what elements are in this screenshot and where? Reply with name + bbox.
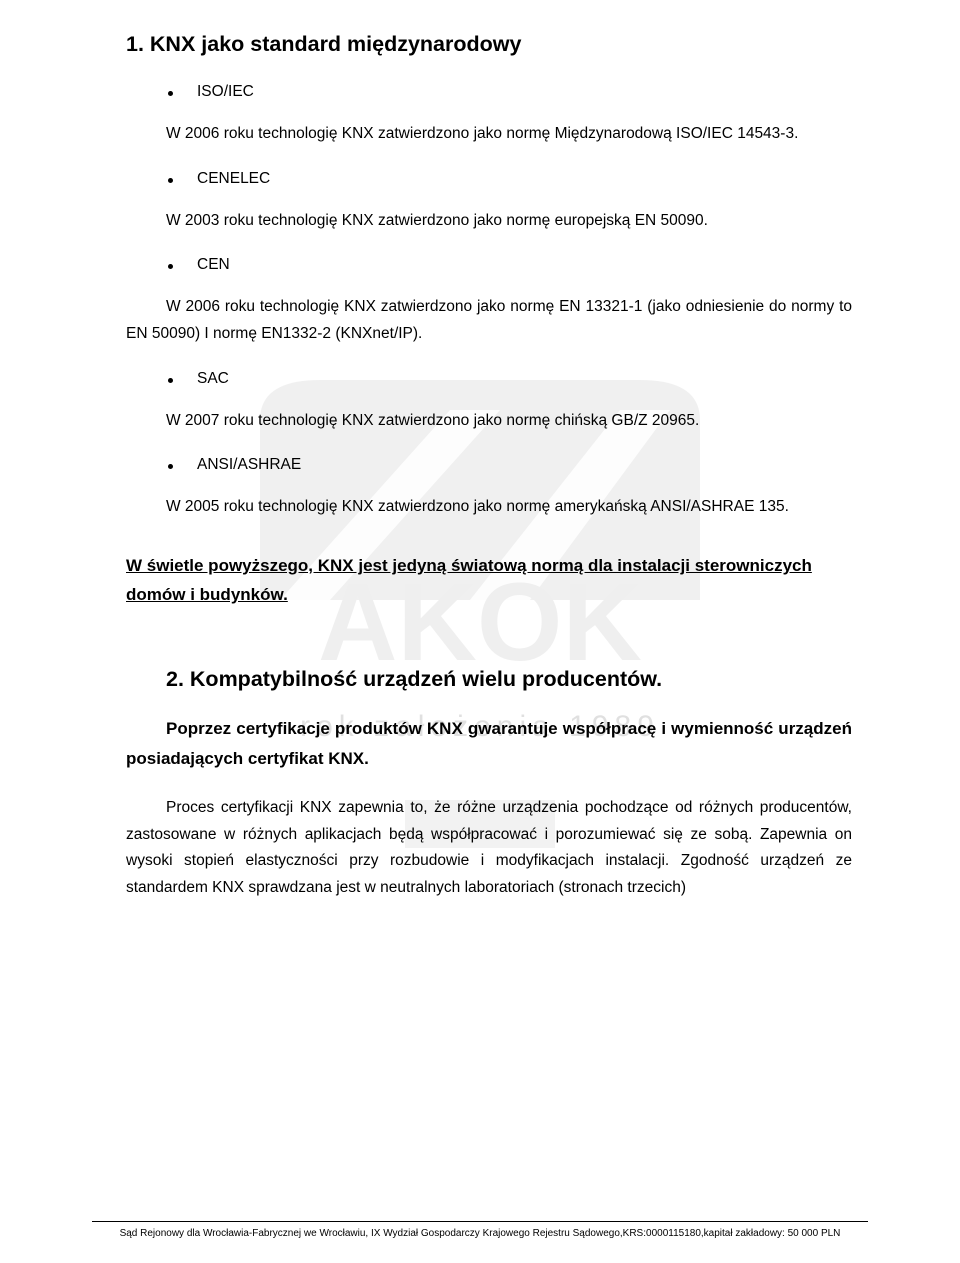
bullet-dot-icon: [168, 264, 173, 269]
bullet-label: ISO/IEC: [197, 83, 254, 101]
heading-2: 2. Kompatybilność urządzeń wielu produce…: [126, 667, 852, 692]
body-paragraph: W 2005 roku technologię KNX zatwierdzono…: [126, 494, 852, 521]
bullet-dot-icon: [168, 378, 173, 383]
body-paragraph: W 2007 roku technologię KNX zatwierdzono…: [126, 408, 852, 435]
highlight-statement: W świetle powyższego, KNX jest jedyną św…: [126, 551, 852, 609]
body-paragraph-final: Proces certyfikacji KNX zapewnia to, że …: [126, 795, 852, 902]
bullet-item: ANSI/ASHRAE: [168, 456, 852, 474]
bullet-label: CEN: [197, 256, 230, 274]
bold-paragraph: Poprzez certyfikacje produktów KNX gwara…: [126, 714, 852, 772]
bullet-item: CEN: [168, 256, 852, 274]
heading-1: 1. KNX jako standard międzynarodowy: [126, 32, 852, 57]
bullet-dot-icon: [168, 91, 173, 96]
bullet-label: SAC: [197, 370, 229, 388]
bold-paragraph-text: Poprzez certyfikacje produktów KNX gwara…: [126, 719, 852, 767]
bullet-label: ANSI/ASHRAE: [197, 456, 301, 474]
page-content: 1. KNX jako standard międzynarodowy ISO/…: [0, 0, 960, 902]
bullet-item: SAC: [168, 370, 852, 388]
bullet-dot-icon: [168, 464, 173, 469]
bullet-item: CENELEC: [168, 170, 852, 188]
page-footer: Sąd Rejonowy dla Wrocławia-Fabrycznej we…: [92, 1221, 868, 1239]
body-paragraph: W 2003 roku technologię KNX zatwierdzono…: [126, 208, 852, 235]
bullet-label: CENELEC: [197, 170, 270, 188]
bullet-item: ISO/IEC: [168, 83, 852, 101]
body-paragraph: W 2006 roku technologię KNX zatwierdzono…: [126, 121, 852, 148]
body-paragraph: W 2006 roku technologię KNX zatwierdzono…: [126, 294, 852, 347]
bullet-dot-icon: [168, 178, 173, 183]
